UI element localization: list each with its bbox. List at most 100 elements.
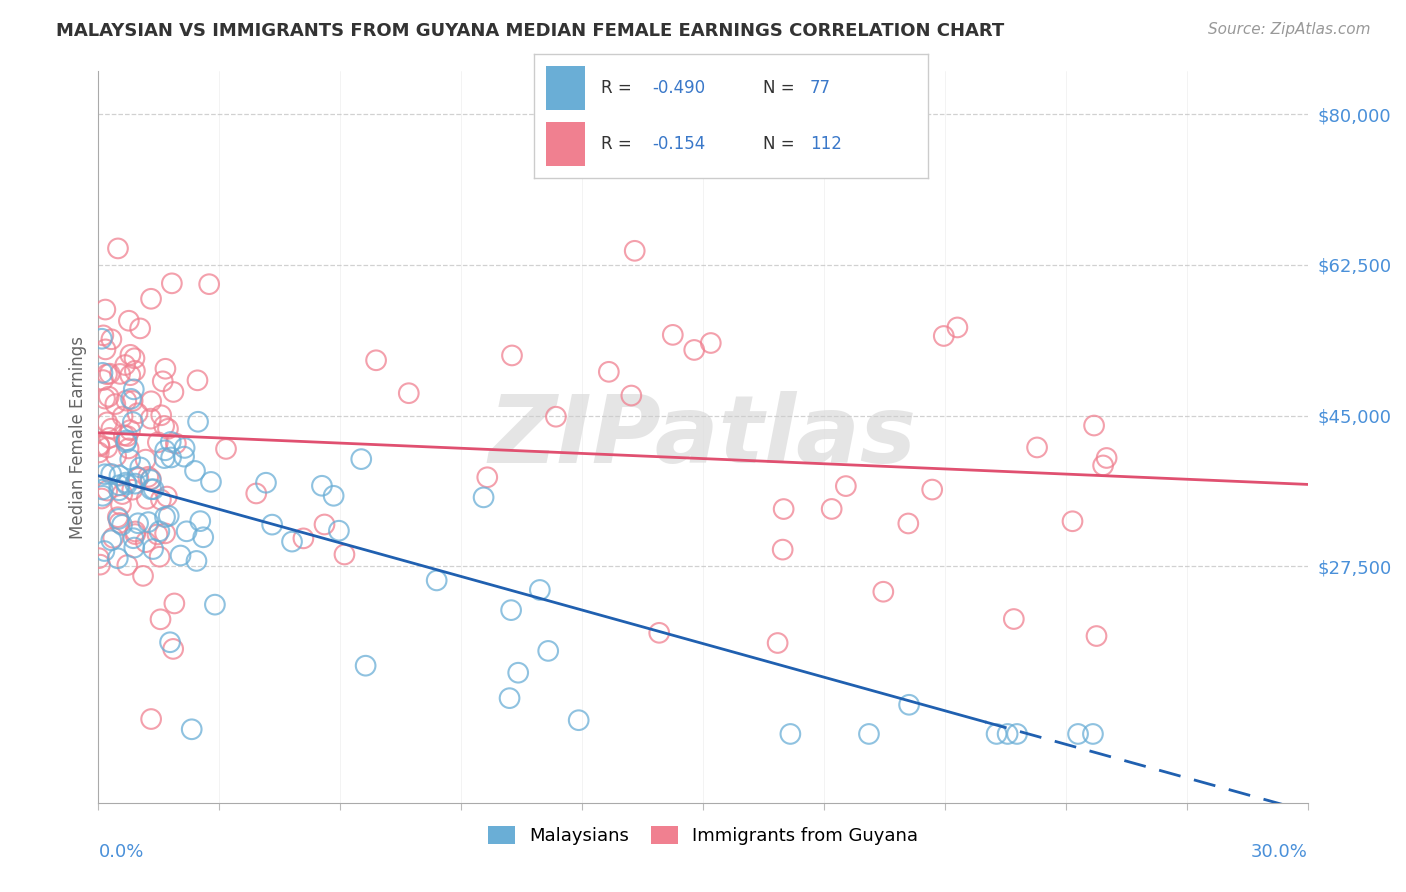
Point (107, 512, 129, 526)
Point (142, 482, 165, 496)
Point (186, 554, 208, 568)
Point (165, 436, 187, 450)
Point (772, 502, 794, 516)
Point (1026, 441, 1049, 455)
Point (163, 597, 186, 611)
Point (98, 367, 121, 381)
Point (311, 479, 333, 493)
Point (184, 464, 207, 478)
Point (501, 603, 523, 617)
Point (107, 241, 129, 255)
Point (150, 409, 173, 423)
Point (129, 321, 152, 335)
Point (155, 361, 177, 376)
Point (779, 727, 801, 741)
Point (997, 727, 1019, 741)
Text: -0.490: -0.490 (652, 78, 706, 97)
Point (107, 551, 129, 566)
Point (1067, 727, 1090, 741)
Point (426, 574, 449, 588)
Point (132, 569, 155, 583)
Point (472, 491, 495, 505)
Point (1005, 727, 1028, 741)
Point (193, 530, 215, 544)
Point (120, 348, 142, 362)
Point (96, 415, 118, 429)
Point (153, 451, 176, 466)
Point (118, 314, 141, 328)
Point (108, 367, 131, 381)
Point (96, 483, 118, 498)
Point (122, 382, 145, 396)
Point (215, 442, 238, 456)
Point (160, 450, 183, 465)
Point (91, 489, 114, 503)
Y-axis label: Median Female Earnings: Median Female Earnings (69, 335, 87, 539)
Point (108, 483, 131, 498)
Point (100, 467, 122, 481)
Point (136, 470, 159, 484)
Point (115, 435, 138, 450)
Point (176, 524, 198, 539)
Point (127, 470, 149, 484)
Point (921, 483, 943, 497)
Text: R =: R = (602, 135, 637, 153)
Point (198, 277, 221, 292)
Legend: Malaysians, Immigrants from Guyana: Malaysians, Immigrants from Guyana (481, 819, 925, 852)
Point (156, 490, 179, 504)
Text: N =: N = (762, 135, 800, 153)
Point (111, 487, 134, 501)
Point (245, 486, 267, 500)
Point (146, 527, 169, 541)
Point (115, 393, 138, 408)
Point (139, 473, 162, 487)
Point (122, 531, 145, 545)
Point (162, 641, 184, 656)
Point (124, 524, 146, 539)
Point (281, 534, 304, 549)
Point (537, 644, 560, 658)
Point (156, 422, 179, 436)
Point (91, 366, 114, 380)
Point (96, 368, 118, 382)
Point (354, 658, 377, 673)
Point (152, 374, 174, 388)
Point (180, 723, 202, 737)
Point (100, 422, 122, 436)
Point (108, 468, 131, 483)
Point (153, 443, 176, 458)
Point (90, 491, 112, 506)
Point (120, 423, 142, 437)
Point (598, 365, 620, 379)
Point (766, 636, 789, 650)
Point (117, 442, 139, 456)
Point (135, 535, 157, 549)
Point (700, 336, 723, 351)
Point (89, 439, 111, 453)
Point (100, 533, 122, 548)
Point (623, 244, 645, 258)
Point (159, 635, 181, 649)
Text: 0.0%: 0.0% (98, 843, 143, 861)
Point (328, 524, 350, 538)
Text: 112: 112 (810, 135, 842, 153)
Point (115, 434, 138, 448)
Point (87, 445, 110, 459)
Point (1062, 514, 1084, 528)
Point (108, 478, 131, 492)
Point (124, 364, 146, 378)
Point (111, 409, 134, 424)
Point (477, 470, 499, 484)
Point (94, 392, 117, 406)
Point (314, 517, 336, 532)
Point (148, 524, 170, 539)
Point (94, 343, 117, 357)
Bar (546, 122, 585, 166)
Point (96, 441, 118, 455)
Point (93, 328, 115, 343)
Point (187, 415, 209, 429)
Point (149, 612, 172, 626)
Point (200, 475, 222, 489)
Point (683, 343, 706, 357)
Point (897, 516, 920, 531)
